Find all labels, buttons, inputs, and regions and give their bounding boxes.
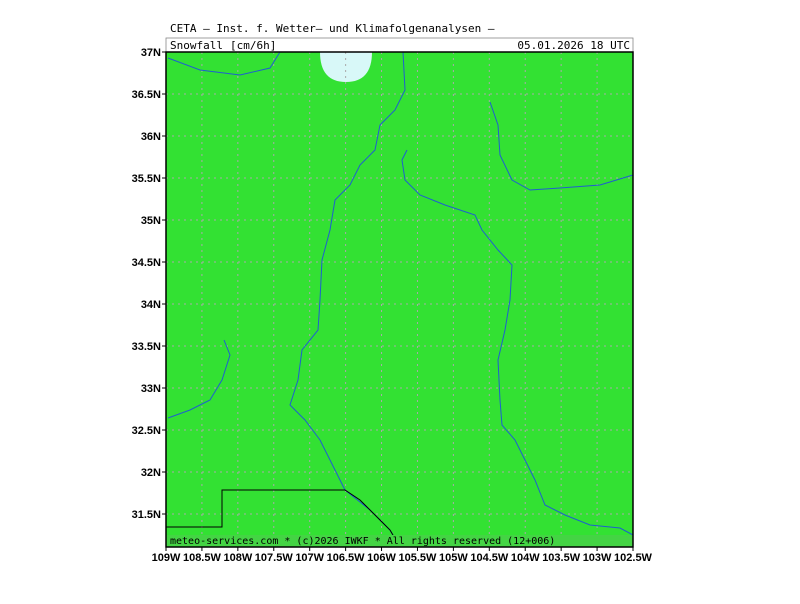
lat-label: 33.5N (132, 341, 161, 353)
lon-label: 103W (583, 552, 612, 564)
lon-label: 104W (511, 552, 540, 564)
lon-label: 106W (367, 552, 396, 564)
snow-area (320, 52, 372, 82)
lon-label: 108.5W (183, 552, 222, 564)
lon-label: 103.5W (542, 552, 581, 564)
lat-label: 35N (141, 215, 161, 227)
lon-label: 105.5W (399, 552, 438, 564)
lat-label: 35.5N (132, 173, 161, 185)
lon-label: 108W (223, 552, 252, 564)
lon-label: 106.5W (327, 552, 366, 564)
lat-label: 34.5N (132, 257, 161, 269)
river (167, 339, 231, 419)
lon-label: 107W (295, 552, 324, 564)
parameter: Snowfall (170, 39, 223, 52)
lat-label: 33N (141, 383, 161, 395)
lon-label: 102.5W (614, 552, 653, 564)
river (289, 51, 406, 548)
title: CETA — Inst. f. Wetter— und Klimafolgena… (170, 22, 495, 35)
unit: [cm/6h] (230, 39, 276, 52)
lat-label: 37N (141, 47, 161, 59)
map-area: meteo-services.com * (c)2026 IWKF * All … (165, 51, 634, 548)
lon-label: 109W (152, 552, 181, 564)
land (166, 52, 633, 547)
footer: meteo-services.com * (c)2026 IWKF * All … (170, 536, 555, 547)
lon-label: 107.5W (255, 552, 294, 564)
map-frame (165, 51, 634, 548)
lat-label: 36.5N (132, 89, 161, 101)
river (401, 149, 634, 536)
river (489, 101, 634, 191)
river (167, 51, 281, 76)
footer-band (166, 535, 633, 547)
lon-label: 104.5W (470, 552, 509, 564)
valid-time: 05.01.2026 18 UTC (517, 39, 630, 52)
border (166, 489, 401, 548)
lat-label: 31.5N (132, 509, 161, 521)
lon-label: 105W (439, 552, 468, 564)
lat-label: 36N (141, 131, 161, 143)
rivers (167, 51, 634, 548)
lat-label: 34N (141, 299, 161, 311)
lat-label: 32.5N (132, 425, 161, 437)
lat-label: 32N (141, 467, 161, 479)
